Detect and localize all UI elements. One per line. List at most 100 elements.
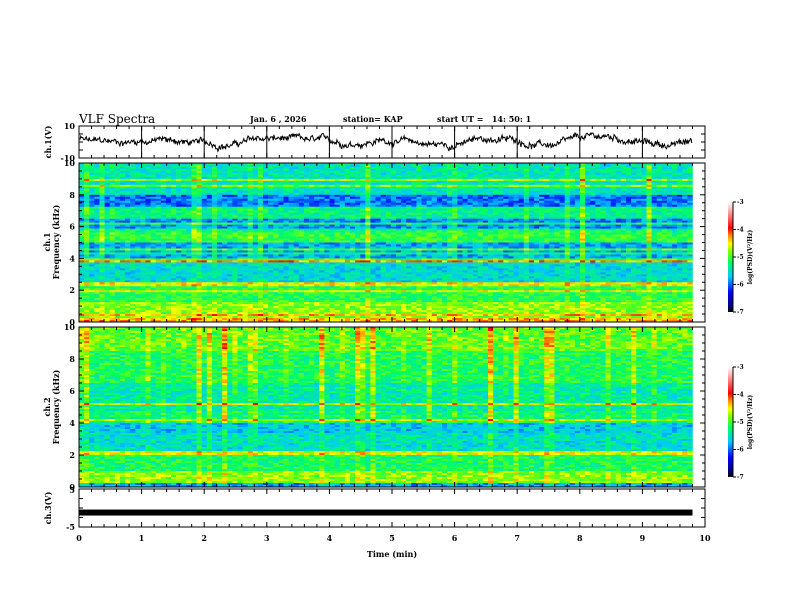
spectrogram-cell	[559, 200, 565, 204]
spectrogram-cell	[303, 222, 310, 225]
spectrogram-cell	[314, 194, 320, 198]
spectrogram-cell	[334, 234, 341, 237]
spectrogram-cell	[600, 166, 606, 170]
spectrogram-cell	[574, 188, 581, 192]
spectrogram-cell	[206, 230, 213, 233]
spectrogram-cell	[600, 174, 606, 178]
spectrogram-cell	[661, 212, 668, 215]
spectrogram-cell	[534, 184, 540, 188]
spectrogram-cell	[355, 176, 361, 180]
spectrogram-cell	[641, 184, 647, 188]
spectrogram-cell	[518, 214, 525, 217]
spectrogram-cell	[232, 242, 238, 245]
spectrogram-cell	[314, 192, 320, 196]
spectrogram-cell	[273, 222, 279, 225]
spectrogram-cell	[595, 224, 601, 227]
spectrogram-cell	[493, 176, 499, 180]
spectrogram-cell	[119, 188, 126, 192]
spectrogram-cell	[252, 228, 259, 231]
spectrogram-cell	[487, 180, 494, 184]
spectrogram-cell	[206, 212, 213, 215]
spectrogram-cell	[314, 176, 320, 180]
spectrogram-cell	[227, 196, 233, 200]
spectrogram-cell	[462, 222, 468, 225]
spectrogram-cell	[84, 224, 90, 227]
spectrogram-cell	[421, 194, 427, 198]
spectrogram-cell	[298, 220, 305, 223]
spectrogram-cell	[523, 238, 530, 241]
spectrogram-cell	[288, 230, 295, 233]
spectrogram-cell	[370, 222, 376, 225]
spectrogram-cell	[160, 236, 167, 239]
spectrogram-cell	[339, 218, 346, 221]
spectrogram-cell	[181, 168, 187, 172]
spectrogram-cell	[426, 216, 433, 219]
spectrogram-cell	[242, 194, 248, 198]
spectrogram-cell	[119, 212, 126, 215]
spectrogram-cell	[79, 238, 85, 241]
spectrogram-cell	[615, 198, 622, 202]
spectrogram-cell	[355, 234, 361, 237]
spectrogram-cell	[201, 182, 208, 186]
spectrogram-cell	[237, 230, 243, 233]
spectrogram-cell	[247, 212, 254, 215]
spectrogram-cell	[155, 206, 162, 210]
spectrogram-cell	[160, 172, 167, 176]
spectrogram-cell	[656, 222, 663, 225]
spectrogram-cell	[339, 180, 346, 184]
spectrogram-cell	[211, 212, 218, 215]
spectrogram-cell	[677, 228, 683, 231]
spectrogram-cell	[452, 222, 458, 225]
spectrogram-cell	[324, 230, 330, 233]
spectrogram-cell	[191, 170, 197, 174]
spectrogram-cell	[666, 202, 673, 206]
spectrogram-cell	[242, 218, 248, 221]
spectrogram-cell	[355, 182, 361, 186]
spectrogram-cell	[661, 190, 668, 194]
spectrogram-cell	[493, 236, 499, 239]
spectrogram-cell	[564, 220, 571, 223]
spectrogram-cell	[104, 168, 110, 172]
spectrogram-cell	[615, 238, 622, 241]
spectrogram-cell	[687, 226, 693, 229]
spectrogram-cell	[534, 232, 540, 235]
spectrogram-cell	[94, 216, 100, 219]
spectrogram-cell	[661, 240, 668, 243]
spectrogram-cell	[390, 210, 397, 213]
spectrogram-cell	[360, 230, 366, 233]
spectrogram-cell	[339, 210, 346, 213]
spectrogram-cell	[257, 180, 264, 184]
spectrogram-cell	[242, 188, 248, 192]
spectrogram-cell	[534, 194, 540, 198]
spectrogram-cell	[569, 224, 576, 227]
spectrogram-cell	[672, 186, 678, 190]
spectrogram-cell	[436, 238, 443, 241]
spectrogram-cell	[211, 164, 218, 168]
spectrogram-cell	[242, 180, 248, 184]
spectrogram-cell	[467, 208, 473, 211]
spectrogram-cell	[559, 163, 565, 166]
spectrogram-cell	[677, 198, 683, 202]
spectrogram-cell	[467, 222, 473, 225]
spectrogram-cell	[452, 184, 458, 188]
spectrogram-cell	[104, 190, 110, 194]
spectrogram-cell	[595, 164, 601, 168]
spectrogram-cell	[441, 226, 448, 229]
spectrogram-cell	[237, 180, 243, 184]
spectrogram-cell	[140, 164, 146, 168]
spectrogram-cell	[528, 218, 535, 221]
spectrogram-cell	[600, 208, 606, 211]
spectrogram-cell	[99, 214, 105, 217]
spectrogram-cell	[585, 216, 591, 219]
spectrogram-cell	[452, 186, 458, 190]
spectrogram-cell	[360, 192, 366, 196]
spectrogram-cell	[431, 192, 438, 196]
spectrogram-cell	[232, 210, 238, 213]
spectrogram-cell	[421, 188, 427, 192]
spectrogram-cell	[493, 218, 499, 221]
spectrogram-cell	[631, 174, 637, 178]
spectrogram-cell	[580, 232, 586, 235]
spectrogram-cell	[544, 166, 550, 170]
spectrogram-cell	[457, 214, 463, 217]
spectrogram-cell	[375, 182, 381, 186]
